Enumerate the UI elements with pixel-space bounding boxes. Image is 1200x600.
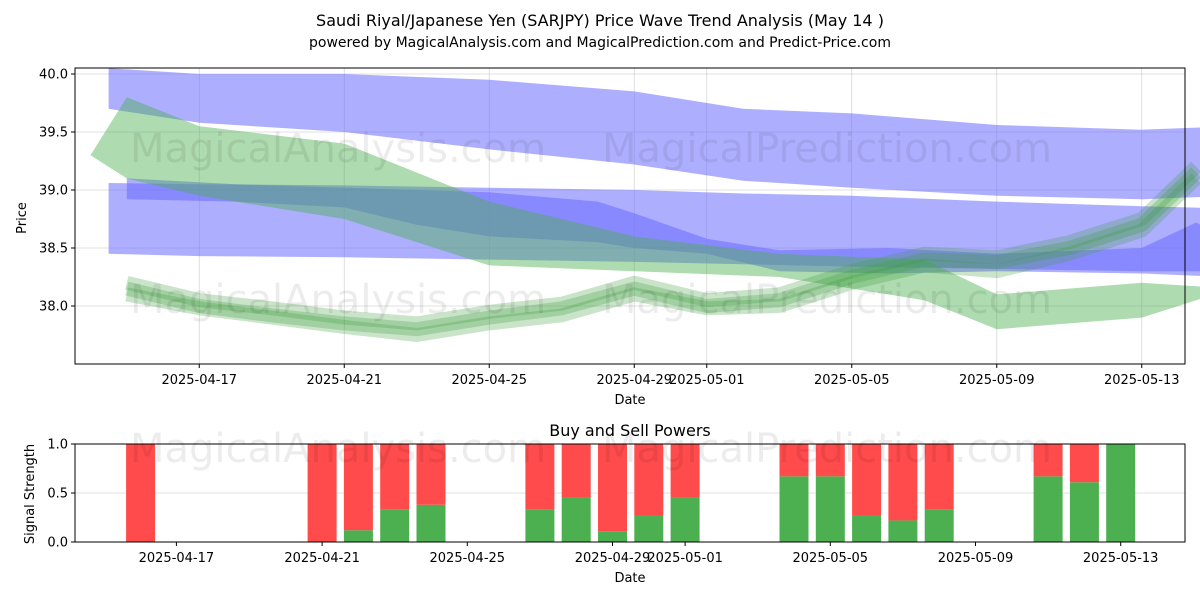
watermark-mid-right: MagicalPrediction.com <box>602 277 1052 323</box>
buy-bar <box>815 476 845 542</box>
signal-y-tick-label: 0.0 <box>47 536 68 551</box>
green-wave-band <box>90 97 1200 330</box>
watermark-top-left: MagicalAnalysis.com <box>130 126 546 172</box>
sell-bar <box>343 444 373 531</box>
signal-x-tick-label: 2025-04-25 <box>430 551 506 566</box>
signal-y-axis-label: Signal Strength <box>23 444 38 544</box>
watermark-bottom-left: MagicalAnalysis.com <box>130 426 546 472</box>
green-wave-lines <box>125 161 1200 342</box>
blue-wave-band-upper <box>108 68 1200 200</box>
buy-bar <box>852 515 882 542</box>
signal-x-axis-label: Date <box>614 571 645 586</box>
watermark-top-right: MagicalPrediction.com <box>602 126 1052 172</box>
price-x-tick-label: 2025-05-09 <box>959 373 1035 388</box>
price-x-axis-label: Date <box>614 393 645 408</box>
price-x-ticks: 2025-04-17 2025-04-21 2025-04-25 2025-04-29… <box>161 364 1180 388</box>
sell-bar <box>416 444 446 505</box>
green-wave-line <box>125 167 1200 337</box>
signal-x-tick-label: 2025-04-17 <box>139 551 215 566</box>
sell-bar <box>634 444 664 516</box>
price-y-ticks: 38.0 38.5 39.0 39.5 40.0 <box>39 68 75 315</box>
signal-y-ticks: 0.0 0.5 1.0 <box>47 438 75 551</box>
signal-x-tick-label: 2025-04-29 <box>575 551 651 566</box>
sell-bar <box>924 444 954 510</box>
watermark-bottom-right: MagicalPrediction.com <box>602 426 1052 472</box>
signal-x-ticks: 2025-04-17 2025-04-21 2025-04-25 2025-04-29… <box>139 542 1159 566</box>
price-x-tick-label: 2025-05-05 <box>814 373 890 388</box>
buy-bar <box>343 530 373 542</box>
price-x-tick-label: 2025-04-17 <box>161 373 237 388</box>
buy-bar <box>598 531 627 542</box>
chart-title: Saudi Riyal/Japanese Yen (SARJPY) Price … <box>316 11 884 30</box>
blue-bands <box>108 68 1200 276</box>
buy-bar <box>416 504 446 542</box>
signal-x-tick-label: 2025-04-21 <box>284 551 360 566</box>
sell-bar <box>561 444 591 498</box>
green-bands <box>90 97 1200 330</box>
buy-bar <box>561 497 591 542</box>
buy-bar <box>1069 482 1099 542</box>
price-y-axis-label: Price <box>15 202 30 234</box>
signal-x-tick-label: 2025-05-09 <box>938 551 1014 566</box>
price-x-tick-label: 2025-04-21 <box>306 373 382 388</box>
price-y-tick-label: 39.5 <box>39 126 68 141</box>
sell-bar <box>1033 444 1063 477</box>
price-y-tick-label: 39.0 <box>39 184 68 199</box>
sell-bar <box>1069 444 1099 483</box>
signal-bars <box>126 444 1136 542</box>
sell-bar <box>126 444 156 542</box>
price-x-tick-label: 2025-04-25 <box>451 373 527 388</box>
price-y-tick-label: 40.0 <box>39 68 68 83</box>
sell-bar <box>670 444 700 498</box>
buy-bar <box>380 509 410 542</box>
buy-bar <box>924 509 954 542</box>
signal-y-tick-label: 1.0 <box>47 438 68 453</box>
sell-bar <box>815 444 845 477</box>
buy-bar <box>634 515 664 542</box>
sell-bar <box>525 444 555 510</box>
signal-x-tick-label: 2025-05-05 <box>793 551 869 566</box>
sell-bar <box>598 444 627 532</box>
signal-chart-title: Buy and Sell Powers <box>549 421 711 440</box>
green-wave-line <box>125 173 1200 342</box>
watermark-mid-left: MagicalAnalysis.com <box>130 277 546 323</box>
buy-bar <box>1033 476 1063 542</box>
signal-x-tick-label: 2025-05-13 <box>1083 551 1159 566</box>
blue-wave-band-lower <box>126 178 1200 276</box>
chart-subtitle: powered by MagicalAnalysis.com and Magic… <box>309 35 891 51</box>
buy-bar <box>525 509 555 542</box>
sell-bar <box>852 444 882 516</box>
price-y-tick-label: 38.5 <box>39 242 68 257</box>
buy-bar <box>1106 444 1136 542</box>
signal-x-tick-label: 2025-05-01 <box>647 551 723 566</box>
sell-bar <box>888 444 918 521</box>
sell-bar <box>779 444 809 477</box>
price-axes-frame <box>74 67 1186 365</box>
signal-y-tick-label: 0.5 <box>47 487 68 502</box>
price-y-tick-label: 38.0 <box>39 300 68 315</box>
green-wave-line <box>125 161 1200 331</box>
price-chart: MagicalAnalysis.com MagicalPrediction.co… <box>15 67 1200 408</box>
signal-chart: Buy and Sell Powers MagicalAnalysis.com … <box>23 421 1186 586</box>
price-x-tick-label: 2025-05-01 <box>669 373 745 388</box>
buy-bar <box>779 476 809 542</box>
sell-bar <box>307 444 337 542</box>
buy-bar <box>888 520 918 542</box>
price-x-tick-label: 2025-05-13 <box>1104 373 1180 388</box>
buy-bar <box>670 497 700 542</box>
price-x-tick-label: 2025-04-29 <box>596 373 672 388</box>
sell-bar <box>380 444 410 510</box>
